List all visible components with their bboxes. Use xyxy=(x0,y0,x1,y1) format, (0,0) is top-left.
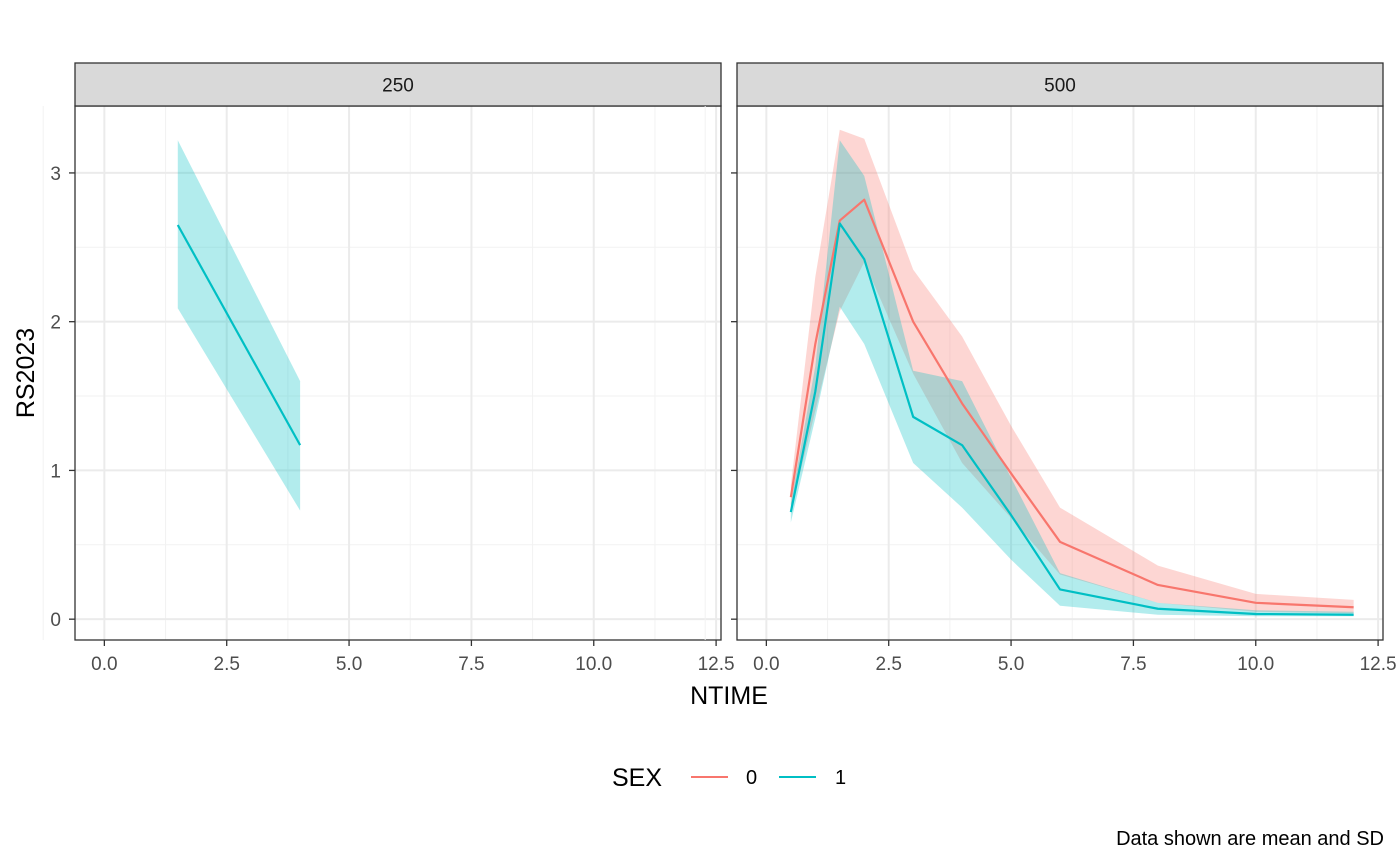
x-tick-label: 5.0 xyxy=(998,654,1024,675)
sd-ribbon-sex-1 xyxy=(177,140,301,511)
x-tick-label: 2.5 xyxy=(876,654,902,675)
y-tick-label: 3 xyxy=(50,164,61,185)
panel-background xyxy=(75,106,721,640)
legend-label-1: 1 xyxy=(835,767,846,789)
panel-background xyxy=(737,106,1383,640)
x-tick-label: 10.0 xyxy=(575,654,612,675)
x-tick-label: 2.5 xyxy=(214,654,240,675)
x-axis-title: NTIME xyxy=(690,682,768,710)
caption: Data shown are mean and SD xyxy=(1116,828,1384,850)
mean-line-sex-1 xyxy=(176,224,302,446)
legend: SEX 0 1 xyxy=(612,764,846,792)
facet-strip-label: 500 xyxy=(1044,76,1076,97)
y-tick-label: 1 xyxy=(50,461,61,482)
y-axis-title: RS2023 xyxy=(12,328,40,418)
facet-strip xyxy=(74,62,722,107)
panel-500: 500 0.0 2.5 5.0 7.5 10.0 12.5 xyxy=(704,62,1397,675)
x-tick-label: 7.5 xyxy=(458,654,484,675)
legend-label-0: 0 xyxy=(746,767,757,789)
x-tick-label: 0.0 xyxy=(753,654,779,675)
facet-strip-label: 250 xyxy=(382,76,414,97)
legend-title: SEX xyxy=(612,764,662,792)
mean-line-sex-1 xyxy=(789,222,1354,616)
x-tick-label: 5.0 xyxy=(336,654,362,675)
facet-strip xyxy=(736,62,1384,107)
sd-ribbon-sex-0 xyxy=(790,129,1354,614)
panel-250: 250 0.0 2.5 5.0 7.5 10.0 12.5 0 1 2 3 xyxy=(42,62,735,675)
x-tick-label: 12.5 xyxy=(698,654,735,675)
x-tick-label: 10.0 xyxy=(1237,654,1274,675)
y-tick-label: 0 xyxy=(50,610,61,631)
y-tick-label: 2 xyxy=(50,313,61,334)
panels-layer: 250 0.0 2.5 5.0 7.5 10.0 12.5 0 1 2 3 500 0.0 2.5 5.0 7… xyxy=(42,62,1397,675)
sd-ribbon-sex-1 xyxy=(790,140,1354,617)
mean-line-sex-0 xyxy=(789,198,1354,609)
x-tick-label: 7.5 xyxy=(1120,654,1146,675)
x-tick-label: 12.5 xyxy=(1360,654,1397,675)
x-tick-label: 0.0 xyxy=(91,654,117,675)
